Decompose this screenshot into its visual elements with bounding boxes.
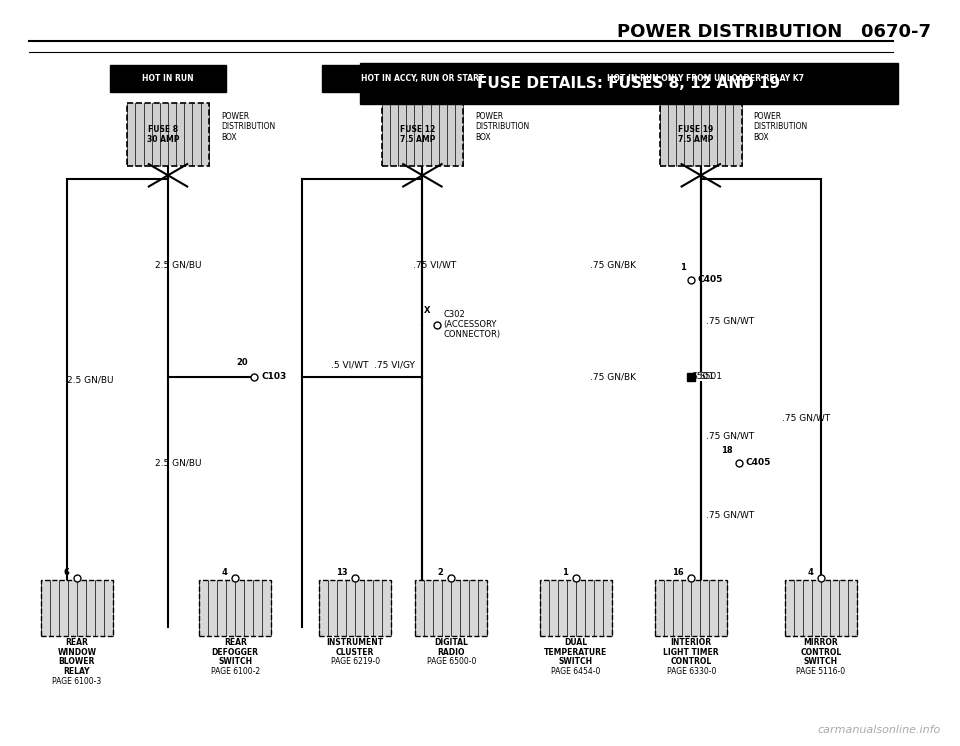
Text: C302
(ACCESSORY
CONNECTOR): C302 (ACCESSORY CONNECTOR) [444,310,501,339]
Bar [200,580,271,636]
Text: 1: 1 [563,568,568,577]
Text: REAR: REAR [65,638,88,647]
Text: POWER
DISTRIBUTION
BOX: POWER DISTRIBUTION BOX [754,112,808,142]
Text: 20: 20 [236,358,248,367]
Text: DUAL: DUAL [564,638,588,647]
Bar [562,65,850,92]
Bar [382,103,464,166]
Text: PAGE 6500-0: PAGE 6500-0 [426,657,476,666]
Text: CONTROL: CONTROL [671,657,711,666]
Text: 4: 4 [222,568,228,577]
Text: 16: 16 [672,568,684,577]
Text: 2.5 GN/BU: 2.5 GN/BU [67,376,113,385]
Text: .5 VI/WT: .5 VI/WT [331,360,369,369]
Text: .75 VI/WT: .75 VI/WT [413,260,456,269]
Text: FUSE 19
7.5 AMP: FUSE 19 7.5 AMP [679,125,713,144]
Text: PAGE 6100-2: PAGE 6100-2 [210,667,260,676]
Text: S501: S501 [691,372,714,381]
Text: .75 VI/GY: .75 VI/GY [374,360,416,369]
Text: WINDOW: WINDOW [58,648,96,656]
Bar [655,580,728,636]
Text: 2.5 GN/BU: 2.5 GN/BU [156,260,202,269]
Text: .75 GN/WT: .75 GN/WT [706,432,754,441]
Text: FUSE 12
7.5 AMP: FUSE 12 7.5 AMP [400,125,435,144]
Text: .75 GN/BK: .75 GN/BK [590,260,636,269]
Text: 18: 18 [721,446,732,455]
Text: PAGE 6100-3: PAGE 6100-3 [52,677,102,686]
Text: POWER DISTRIBUTION   0670-7: POWER DISTRIBUTION 0670-7 [617,23,931,41]
Text: 13: 13 [336,568,348,577]
Text: S501: S501 [699,372,722,381]
Text: POWER
DISTRIBUTION
BOX: POWER DISTRIBUTION BOX [475,112,530,142]
Text: 2: 2 [438,568,444,577]
Text: DIGITAL: DIGITAL [434,638,468,647]
Text: carmanualsonline.info: carmanualsonline.info [818,725,941,735]
Text: 4: 4 [807,568,813,577]
Text: .75 GN/WT: .75 GN/WT [782,413,830,422]
Text: HOT IN ACCY, RUN OR START: HOT IN ACCY, RUN OR START [361,74,484,83]
Text: PAGE 6330-0: PAGE 6330-0 [666,667,716,676]
Text: PAGE 5116-0: PAGE 5116-0 [796,667,846,676]
Bar [660,103,741,166]
Text: RADIO: RADIO [438,648,465,656]
Text: INTERIOR: INTERIOR [671,638,711,647]
Bar [110,65,226,92]
Text: TEMPERATURE: TEMPERATURE [544,648,608,656]
Bar [319,580,392,636]
Text: POWER
DISTRIBUTION
BOX: POWER DISTRIBUTION BOX [221,112,276,142]
Text: PAGE 6454-0: PAGE 6454-0 [551,667,601,676]
Text: 1: 1 [681,263,686,272]
Text: .75 GN/WT: .75 GN/WT [706,316,754,325]
Text: 2.5 GN/BU: 2.5 GN/BU [156,458,202,467]
Text: HOT IN RUN: HOT IN RUN [142,74,194,83]
Text: HOT IN RUN ONLY FROM UNLOADER RELAY K7: HOT IN RUN ONLY FROM UNLOADER RELAY K7 [607,74,804,83]
Text: FUSE DETAILS: FUSES 8, 12 AND 19: FUSE DETAILS: FUSES 8, 12 AND 19 [477,76,780,91]
Text: SWITCH: SWITCH [559,657,593,666]
Text: C103: C103 [261,372,286,381]
Text: FUSE 8
30 AMP: FUSE 8 30 AMP [147,125,180,144]
Text: .75 GN/BK: .75 GN/BK [590,372,636,381]
Text: SWITCH: SWITCH [218,657,252,666]
Text: C405: C405 [698,275,723,284]
Text: LIGHT TIMER: LIGHT TIMER [663,648,719,656]
Text: CLUSTER: CLUSTER [336,648,374,656]
Text: X: X [423,306,430,315]
Bar [127,103,208,166]
Bar [40,580,112,636]
Text: BLOWER: BLOWER [59,657,95,666]
Text: PAGE 6219-0: PAGE 6219-0 [330,657,380,666]
Text: C405: C405 [746,458,771,467]
Bar [784,580,856,636]
Text: .75 GN/WT: .75 GN/WT [706,510,754,519]
Bar [322,65,523,92]
Text: 6: 6 [63,568,69,577]
Text: DEFOGGER: DEFOGGER [212,648,258,656]
Text: MIRROR: MIRROR [804,638,838,647]
Text: CONTROL: CONTROL [801,648,841,656]
Text: REAR: REAR [224,638,247,647]
FancyBboxPatch shape [360,63,898,104]
Text: SWITCH: SWITCH [804,657,838,666]
Text: INSTRUMENT: INSTRUMENT [326,638,384,647]
Text: RELAY: RELAY [63,667,90,676]
Bar [415,580,487,636]
Bar [540,580,612,636]
